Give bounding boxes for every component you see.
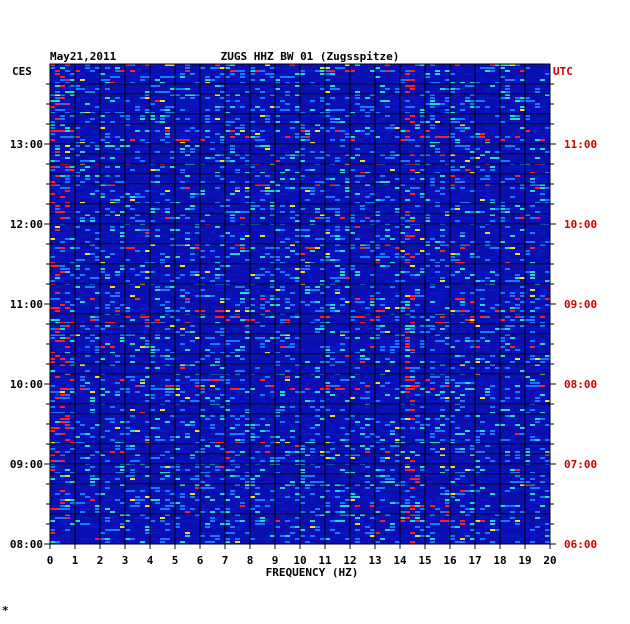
ces-tick-label: 08:00 <box>10 538 43 551</box>
ces-tick-label: 10:00 <box>10 378 43 391</box>
ces-tick-label: 11:00 <box>10 298 43 311</box>
x-tick-label: 14 <box>393 554 407 567</box>
ces-time-axis: 08:00 09:00 10:00 11:00 12:00 13:00 <box>10 83 50 551</box>
x-tick-label: 6 <box>197 554 204 567</box>
x-tick-label: 19 <box>518 554 531 567</box>
ces-axis-label: CES <box>12 65 32 78</box>
frequency-axis: 0 1 2 3 4 5 6 7 8 9 10 11 12 13 14 15 16 17 18 19 20 <box>47 544 557 567</box>
utc-axis-label: UTC <box>553 65 573 78</box>
utc-time-axis: 06:00 07:00 08:00 09:00 10:00 11:00 <box>550 83 597 551</box>
x-tick-label: 5 <box>172 554 179 567</box>
frequency-gridlines <box>49 63 551 545</box>
x-axis-label: FREQUENCY (HZ) <box>266 566 359 579</box>
utc-tick-label: 07:00 <box>564 458 597 471</box>
footer-mark: * <box>2 604 9 617</box>
x-tick-label: 8 <box>247 554 254 567</box>
utc-tick-label: 09:00 <box>564 298 597 311</box>
x-tick-label: 12 <box>343 554 356 567</box>
utc-tick-label: 08:00 <box>564 378 597 391</box>
utc-tick-label: 10:00 <box>564 218 597 231</box>
x-tick-label: 17 <box>468 554 481 567</box>
utc-tick-label: 11:00 <box>564 138 597 151</box>
ces-tick-label: 09:00 <box>10 458 43 471</box>
x-tick-label: 9 <box>272 554 279 567</box>
date-label: May21,2011 <box>50 50 117 63</box>
x-tick-label: 0 <box>47 554 54 567</box>
x-tick-label: 1 <box>72 554 79 567</box>
x-tick-label: 15 <box>418 554 431 567</box>
x-tick-label: 10 <box>293 554 306 567</box>
x-tick-label: 3 <box>122 554 129 567</box>
x-tick-label: 13 <box>368 554 381 567</box>
utc-tick-label: 06:00 <box>564 538 597 551</box>
x-tick-label: 7 <box>222 554 229 567</box>
x-tick-label: 20 <box>543 554 556 567</box>
ces-tick-label: 12:00 <box>10 218 43 231</box>
x-tick-label: 16 <box>443 554 457 567</box>
ces-tick-label: 13:00 <box>10 138 43 151</box>
x-tick-label: 18 <box>493 554 506 567</box>
x-tick-label: 11 <box>318 554 332 567</box>
x-tick-label: 4 <box>147 554 154 567</box>
station-title: ZUGS HHZ BW 01 (Zugsspitze) <box>221 50 400 63</box>
x-tick-label: 2 <box>97 554 104 567</box>
